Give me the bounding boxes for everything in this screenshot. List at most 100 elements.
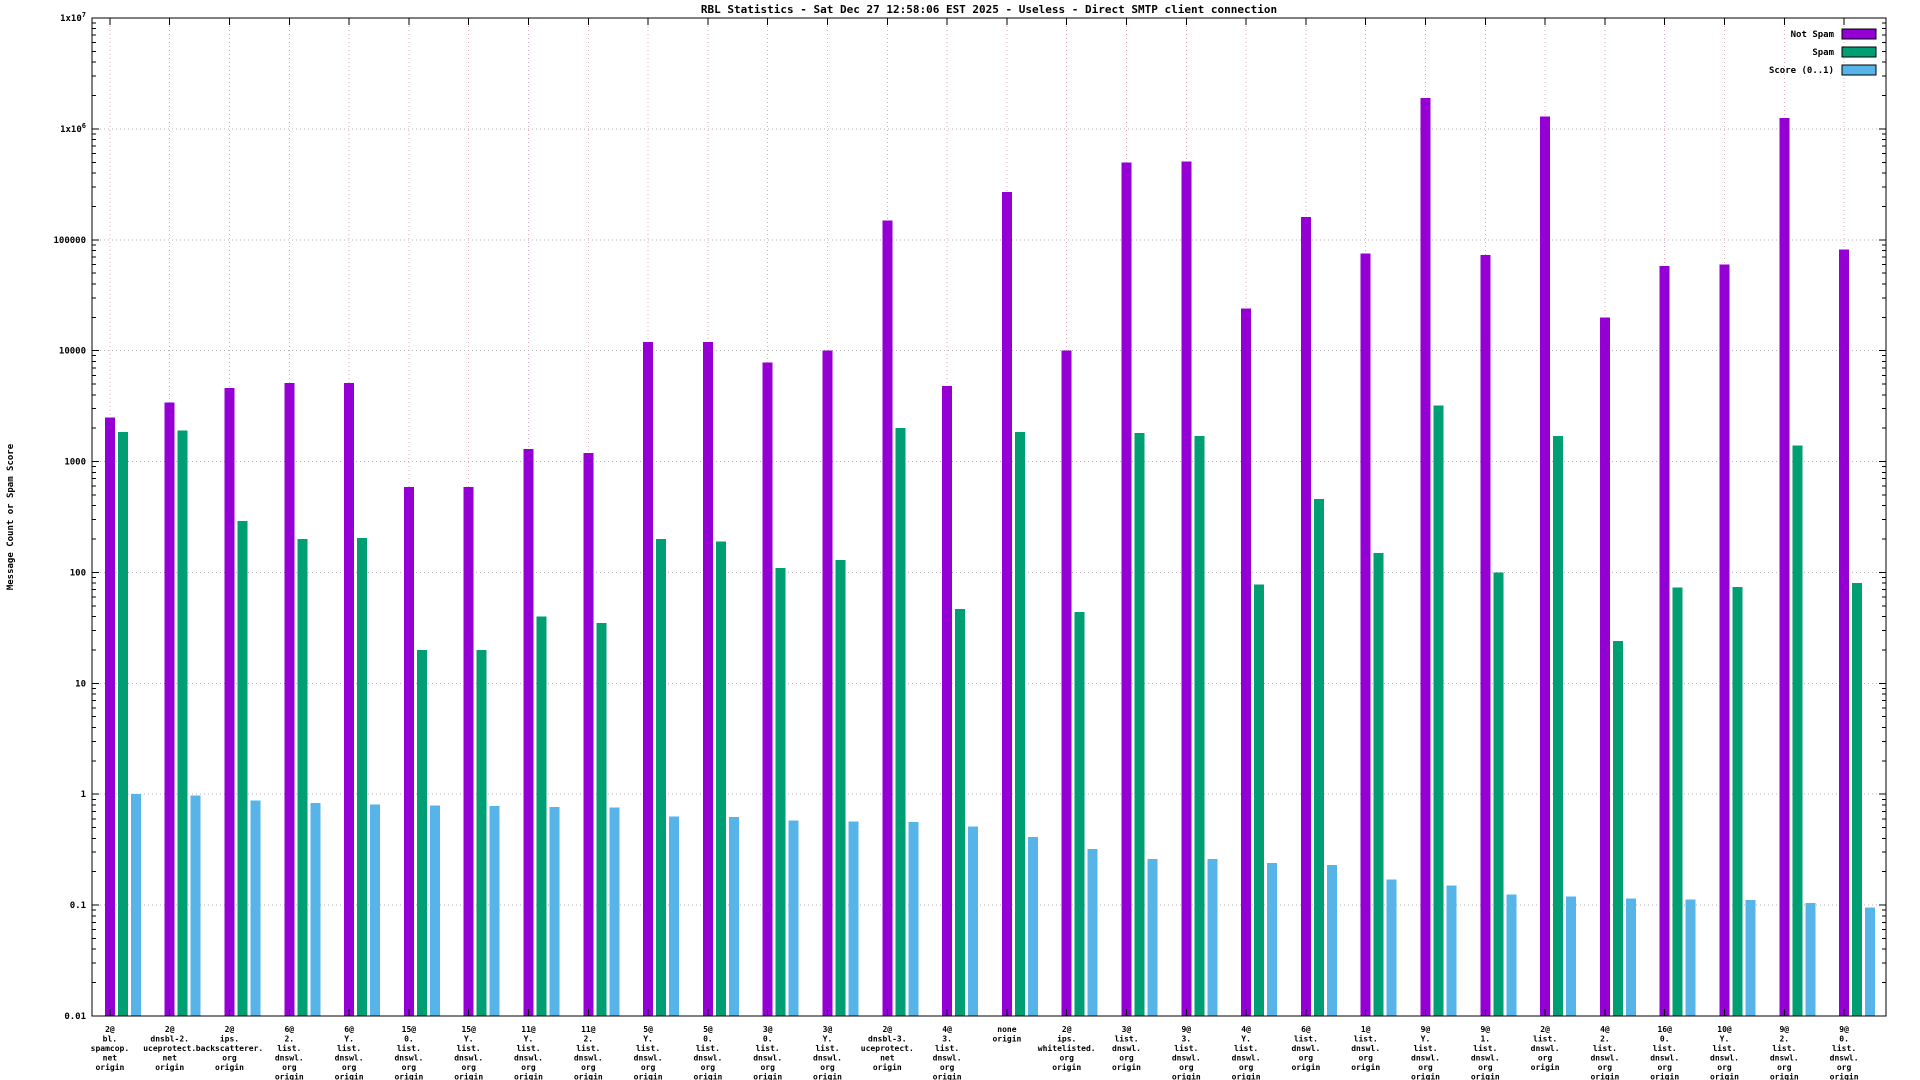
bar [476, 649, 487, 1016]
x-label-line: 3. [1181, 1035, 1191, 1044]
bar [284, 383, 295, 1016]
x-label-line: list. [756, 1043, 780, 1053]
x-label-line: origin [95, 1062, 124, 1072]
x-label-line: 9@ [1421, 1025, 1431, 1034]
bar [1300, 217, 1311, 1017]
bar [1672, 587, 1683, 1016]
x-label-line: origin [514, 1072, 543, 1080]
x-label-line: dnswl. [813, 1054, 842, 1063]
bar [1732, 586, 1743, 1016]
x-label-line: dnswl. [1411, 1054, 1440, 1063]
x-label-line: 6@ [284, 1025, 294, 1034]
x-label-line: org [282, 1063, 297, 1072]
bar [1612, 641, 1623, 1016]
x-label-line: 4@ [1241, 1025, 1251, 1034]
x-label-line: uceprotect. [143, 1044, 196, 1053]
x-label-line: uceprotect. [861, 1044, 914, 1053]
x-label-line: dnsbl-3. [868, 1035, 907, 1044]
x-label-line: list. [576, 1043, 600, 1053]
bar [1360, 253, 1371, 1017]
bar [536, 616, 547, 1016]
x-label-line: org [820, 1063, 835, 1072]
x-label-line: list. [1294, 1034, 1318, 1044]
legend: Not Spam Spam Score (0..1) [1769, 28, 1877, 76]
x-label-line: org [1358, 1054, 1373, 1063]
bar [1001, 191, 1012, 1016]
x-label-line: 16@ [1657, 1025, 1672, 1034]
bar [1420, 97, 1431, 1016]
bar [1493, 572, 1504, 1016]
x-label-line: list. [516, 1043, 540, 1053]
bar-series-1 [117, 405, 1863, 1017]
y-axis-label: Message Count or Spam Score [6, 443, 16, 590]
bar [775, 567, 786, 1016]
x-label-line: Y. [464, 1035, 474, 1044]
bar [1433, 405, 1444, 1016]
x-label-line: list. [457, 1043, 481, 1053]
x-label-line: org [1598, 1063, 1613, 1072]
x-label-line: origin [155, 1062, 184, 1072]
x-label-line: ips. [220, 1034, 239, 1044]
x-label-line: 3@ [1122, 1025, 1132, 1034]
bar [489, 806, 500, 1016]
x-label-line: 1. [1480, 1035, 1490, 1044]
x-label-line: dnswl. [634, 1054, 663, 1063]
x-label-line: 15@ [402, 1025, 417, 1034]
x-label-line: origin [335, 1072, 364, 1080]
x-label-line: origin [1471, 1072, 1500, 1080]
bar [822, 350, 833, 1017]
x-label-line: origin [753, 1072, 782, 1080]
plot-border [91, 17, 1887, 1017]
bar [237, 521, 248, 1016]
axes [91, 17, 1887, 1017]
x-label-line: 5@ [703, 1025, 713, 1034]
x-label-line: org [402, 1063, 417, 1072]
x-label-line: list. [1413, 1043, 1437, 1053]
x-label-line: origin [215, 1062, 244, 1072]
x-label-line: org [1179, 1063, 1194, 1072]
bar [190, 795, 201, 1016]
x-label-line: dnswl. [1830, 1054, 1859, 1063]
bar [762, 362, 773, 1016]
bar [583, 452, 594, 1016]
x-label-line: 2@ [1062, 1025, 1072, 1034]
bar [1446, 885, 1457, 1016]
x-label-line: ips. [1057, 1034, 1076, 1044]
x-label-line: 0. [703, 1035, 713, 1044]
x-label-line: Y. [524, 1035, 534, 1044]
x-label-line: 2@ [882, 1025, 892, 1034]
x-label-line: org [581, 1063, 596, 1072]
legend-label: Not Spam [1791, 30, 1835, 40]
bar [1121, 162, 1132, 1016]
bar [942, 386, 953, 1017]
bar [1599, 317, 1610, 1017]
bar [310, 803, 321, 1016]
x-label-line: Y. [344, 1035, 354, 1044]
x-label-line: dnswl. [933, 1054, 962, 1063]
x-label-line: list. [1354, 1034, 1378, 1044]
x-label-line: origin [813, 1072, 842, 1080]
x-label-line: 6@ [344, 1025, 354, 1034]
x-label-line: net [103, 1054, 118, 1063]
y-tick-label: 1 [81, 790, 86, 800]
bar [1506, 894, 1517, 1016]
bar [523, 448, 534, 1016]
bar [1254, 584, 1265, 1016]
x-label-line: dnswl. [1650, 1054, 1679, 1063]
y-tick-label: 10 [75, 679, 86, 689]
bar [130, 794, 141, 1016]
x-label-line: org [521, 1063, 536, 1072]
bar-series-0 [104, 97, 1850, 1017]
